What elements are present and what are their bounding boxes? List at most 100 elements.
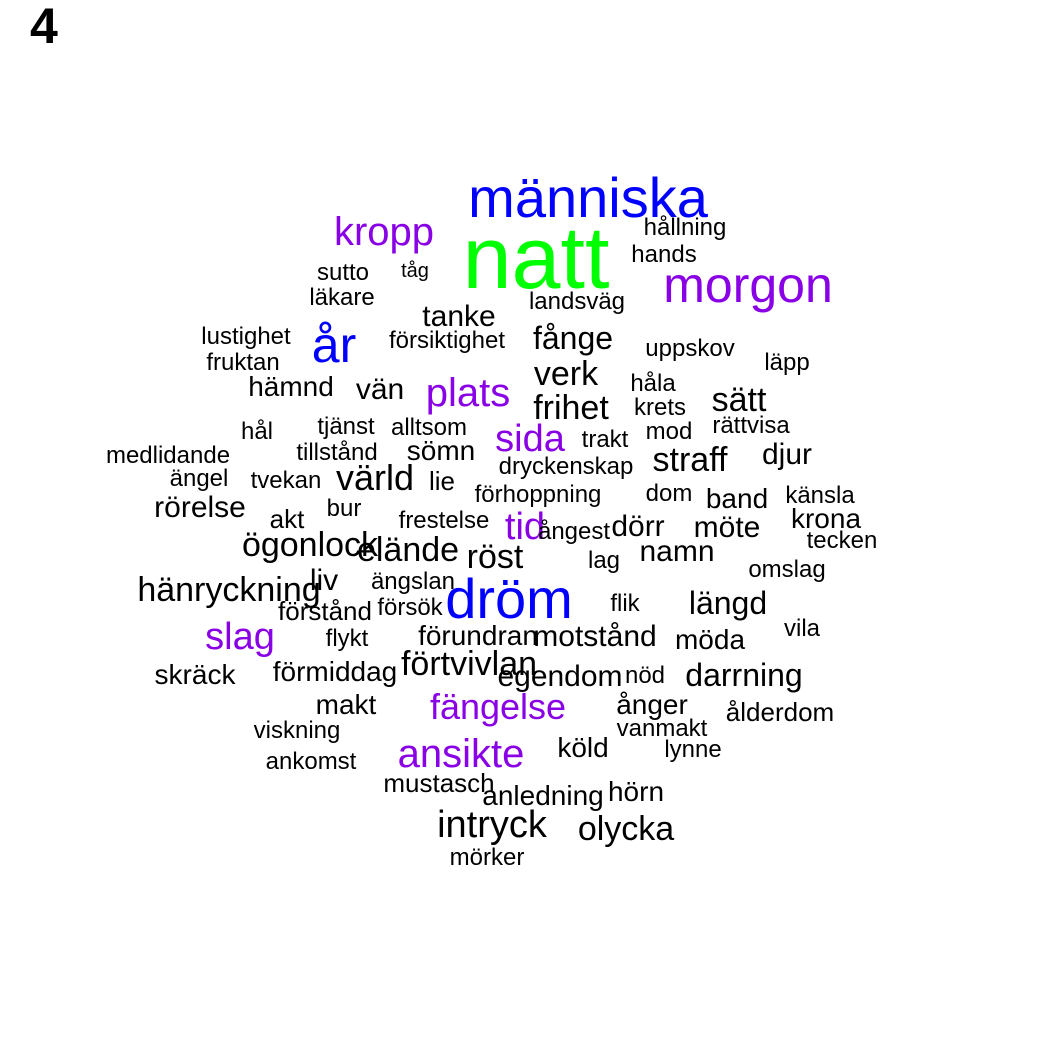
word-dorr: dörr bbox=[611, 510, 665, 543]
word-nod: nöd bbox=[624, 662, 666, 689]
word-hanryckning: hänryckning bbox=[137, 571, 321, 609]
word-moda: möda bbox=[674, 624, 746, 655]
word-hala: håla bbox=[630, 370, 676, 397]
word-van: vän bbox=[355, 373, 405, 406]
word-lag: lag bbox=[587, 547, 621, 574]
word-morker: mörker bbox=[449, 844, 525, 871]
word-fruktan: fruktan bbox=[206, 349, 280, 376]
word-djur: djur bbox=[761, 438, 813, 471]
word-dryckenskap: dryckenskap bbox=[498, 453, 634, 480]
word-kold: köld bbox=[557, 732, 609, 763]
word-krets: krets bbox=[633, 394, 687, 421]
word-bur: bur bbox=[326, 495, 362, 522]
word-kropp: kropp bbox=[333, 210, 435, 254]
word-kansla: känsla bbox=[785, 482, 855, 509]
word-forstand: förstånd bbox=[278, 596, 372, 626]
word-horn: hörn bbox=[607, 776, 665, 807]
word-lakare: läkare bbox=[309, 284, 375, 311]
word-hal: hål bbox=[240, 418, 274, 445]
panel-label: 4 bbox=[30, 0, 58, 54]
word-forundran: förundran bbox=[418, 620, 538, 651]
word-liv: liv bbox=[309, 564, 339, 597]
word-trakt: trakt bbox=[581, 426, 629, 453]
word-plats: plats bbox=[425, 371, 511, 415]
word-viskning: viskning bbox=[253, 717, 341, 744]
word-tid: tid bbox=[504, 506, 546, 548]
word-omslag: omslag bbox=[748, 556, 826, 583]
word-uppskov: uppskov bbox=[645, 335, 735, 362]
word-fangelse: fängelse bbox=[429, 686, 567, 727]
word-mustasch: mustasch bbox=[383, 768, 495, 798]
word-langd: längd bbox=[688, 585, 768, 621]
word-alltsom: alltsom bbox=[390, 414, 468, 441]
word-elande: elände bbox=[356, 531, 460, 569]
word-hamnd: hämnd bbox=[248, 371, 334, 402]
word-varld: värld bbox=[335, 457, 415, 498]
word-vanmakt: vanmakt bbox=[616, 715, 708, 742]
word-ar: år bbox=[311, 317, 357, 373]
word-tjanst: tjänst bbox=[317, 413, 375, 440]
word-akt: akt bbox=[269, 504, 305, 534]
word-frihet: frihet bbox=[533, 389, 609, 427]
word-anledning: anledning bbox=[482, 780, 604, 811]
word-mod: mod bbox=[645, 418, 693, 445]
word-fortvivlan: förtvivlan bbox=[400, 645, 538, 683]
word-morgon: morgon bbox=[663, 257, 833, 313]
word-satt: sätt bbox=[711, 381, 767, 419]
word-drom: dröm bbox=[445, 567, 573, 630]
word-intryck: intryck bbox=[437, 804, 547, 846]
word-natt: natt bbox=[462, 208, 610, 307]
word-dom: dom bbox=[645, 480, 693, 507]
word-rattvisa: rättvisa bbox=[712, 412, 790, 439]
word-tvekan: tvekan bbox=[250, 467, 322, 494]
word-angest: ångest bbox=[537, 518, 611, 545]
word-namn: namn bbox=[639, 535, 715, 568]
word-makt: makt bbox=[315, 689, 377, 720]
word-rost: röst bbox=[466, 538, 524, 576]
word-flykt: flykt bbox=[325, 625, 369, 652]
word-olycka: olycka bbox=[577, 810, 675, 848]
word-landsvag: landsväg bbox=[528, 288, 626, 315]
word-somn: sömn bbox=[406, 435, 476, 466]
word-sida: sida bbox=[495, 418, 565, 460]
word-tecken: tecken bbox=[806, 527, 878, 554]
word-slag: slag bbox=[205, 616, 275, 658]
word-hands: hands bbox=[631, 241, 697, 268]
word-ankomst: ankomst bbox=[265, 748, 357, 775]
word-vila: vila bbox=[783, 615, 821, 642]
word-krona: krona bbox=[790, 503, 862, 534]
word-ansikte: ansikte bbox=[397, 732, 525, 776]
word-egendom: egendom bbox=[497, 660, 623, 693]
word-forsiktighet: försiktighet bbox=[388, 327, 506, 354]
word-lie: lie bbox=[428, 466, 456, 496]
word-straff: straff bbox=[652, 441, 728, 479]
word-alderdom: ålderdom bbox=[725, 697, 835, 727]
word-manniska: människa bbox=[468, 166, 708, 229]
word-lustighet: lustighet bbox=[201, 323, 291, 350]
word-anger: ånger bbox=[616, 689, 688, 720]
word-forhoppning: förhoppning bbox=[474, 481, 602, 508]
word-lynne: lynne bbox=[664, 736, 722, 763]
word-rorelse: rörelse bbox=[154, 491, 246, 524]
word-band: band bbox=[705, 483, 769, 514]
word-angel: ängel bbox=[169, 465, 229, 492]
word-lapp: läpp bbox=[764, 349, 810, 376]
word-frestelse: frestelse bbox=[398, 507, 490, 534]
word-mote: möte bbox=[693, 511, 761, 544]
word-verk: verk bbox=[533, 355, 599, 393]
word-formiddag: förmiddag bbox=[272, 656, 398, 687]
word-fange: fånge bbox=[532, 320, 614, 356]
word-angslan: ängslan bbox=[370, 568, 456, 595]
word-sutto: sutto bbox=[316, 259, 370, 286]
word-skrack: skräck bbox=[154, 659, 236, 690]
word-hallning: hållning bbox=[643, 214, 727, 241]
word-tanke: tanke bbox=[422, 300, 496, 333]
word-tillstand: tillstånd bbox=[296, 439, 378, 466]
word-motstand: motstånd bbox=[533, 620, 657, 653]
word-tag: tåg bbox=[401, 260, 429, 282]
word-flik: flik bbox=[610, 590, 640, 617]
word-forsok: försök bbox=[377, 594, 443, 621]
word-ogonlock: ögonlock bbox=[241, 526, 379, 564]
word-medlidande: medlidande bbox=[105, 442, 231, 469]
